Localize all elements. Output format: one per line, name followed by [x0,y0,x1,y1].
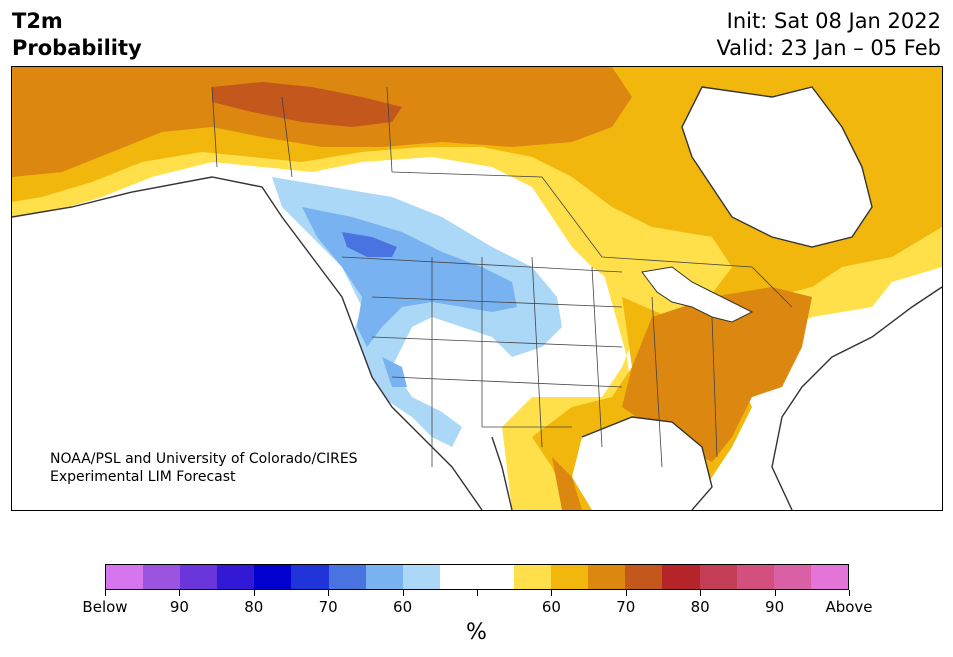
colorbar-segment [699,565,737,589]
title-left: T2m Probability [12,8,142,62]
great-lakes [641,266,754,323]
colorbar-tick [402,590,404,596]
colorbar-tick-label: 70 [318,598,338,616]
credit-line-1: NOAA/PSL and University of Colorado/CIRE… [50,451,358,467]
colorbar-segment [476,565,515,589]
colorbar-segment [625,565,663,589]
atlantic-ocean [772,287,942,510]
colorbar-segment [773,565,811,589]
colorbar-unit: % [466,620,487,645]
colorbar-segment [106,565,144,589]
valid-period: Valid: 23 Jan – 05 Feb [716,36,941,60]
borders [211,86,793,468]
colorbar-segment [551,565,589,589]
colorbar-segment [439,565,477,589]
colorbar-tick [849,590,850,596]
credit-line-2: Experimental LIM Forecast [50,469,236,485]
product-label: Probability [12,36,142,60]
colorbar-segment [254,565,292,589]
zone-above-90 [212,82,402,127]
init-date: Init: Sat 08 Jan 2022 [726,9,941,33]
pacific-ocean [12,177,482,510]
colorbar-segment [514,565,552,589]
colorbar-tick-label: 90 [765,598,785,616]
colorbar-tick [328,590,330,596]
colorbar-segment [291,565,329,589]
colorbar-segment [810,565,848,589]
colorbar-segment [217,565,255,589]
colorbar-tick-label: 70 [616,598,636,616]
colorbar-tick [700,590,702,596]
zone-below-70 [302,207,517,387]
hudson-bay [682,87,872,247]
colorbar-segment [143,565,181,589]
colorbar-tick [625,590,627,596]
colorbar-tick [105,590,106,596]
map-credit: NOAA/PSL and University of Colorado/CIRE… [50,450,358,486]
colorbar-tick-label: 90 [169,598,189,616]
colorbar-segment [328,565,366,589]
colorbar-tick [477,590,478,596]
colorbar-tick-label: 80 [244,598,264,616]
coastlines [12,86,942,510]
colorbar-tick [179,590,181,596]
colorbar-tick-label: 60 [393,598,413,616]
gulf-of-mexico [572,417,712,510]
colorbar [105,564,849,590]
colorbar-segment [588,565,626,589]
zone-above-80 [12,67,812,510]
colorbar-tick [253,590,255,596]
colorbar-segment [736,565,774,589]
colorbar-tick-label: 60 [541,598,561,616]
variable-label: T2m [12,9,63,33]
colorbar-segment [180,565,218,589]
zone-below-80 [342,232,397,257]
title-right: Init: Sat 08 Jan 2022 Valid: 23 Jan – 05… [716,8,941,62]
colorbar-tick-label: 80 [690,598,710,616]
colorbar-tick [551,590,553,596]
map-canvas [12,67,942,510]
probability-map: NOAA/PSL and University of Colorado/CIRE… [11,66,943,511]
colorbar-tick-label: Above [825,598,873,616]
colorbar-tick-label: Below [82,598,128,616]
colorbar-tick [774,590,776,596]
colorbar-segment [402,565,440,589]
colorbar-segment [662,565,700,589]
colorbar-segment [365,565,403,589]
